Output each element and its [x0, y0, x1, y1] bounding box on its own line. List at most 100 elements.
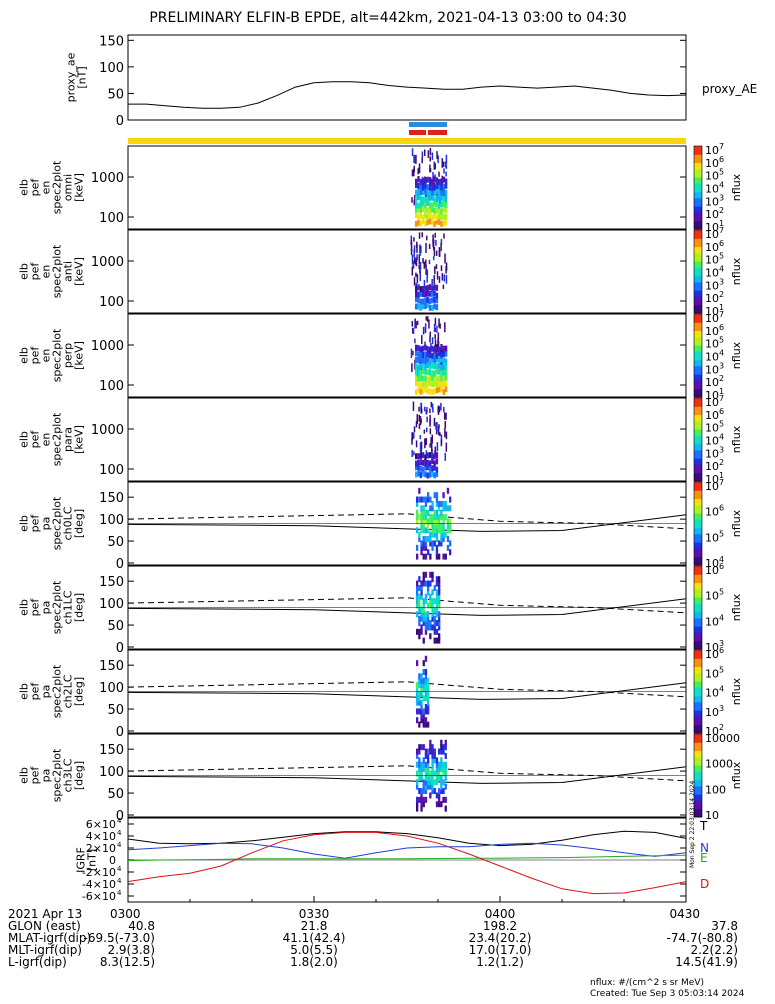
axis-label-line: spec2plot: [51, 160, 64, 214]
spectrogram-cell: [444, 783, 447, 790]
spectrogram-cell: [435, 500, 439, 507]
axis-label-line: en: [40, 265, 53, 279]
colorbar-segment: [694, 693, 702, 697]
spectrogram-cell: [428, 319, 430, 329]
colorbar-segment: [694, 349, 702, 352]
spectrogram-cell: [433, 518, 436, 525]
spectrogram-cell: [431, 602, 434, 609]
spectrogram-cell: [440, 536, 443, 543]
spectrogram-cell: [449, 522, 452, 529]
spectrogram-cell: [424, 285, 427, 292]
colorbar-segment: [694, 175, 702, 178]
colorbar-exponent: 4: [719, 265, 724, 274]
spectrogram-cell: [435, 593, 439, 600]
colorbar-segment: [694, 427, 702, 430]
colorbar-segment: [694, 736, 702, 739]
colorbar-segment: [694, 646, 702, 650]
colorbar-segment: [694, 244, 702, 248]
spectrogram-cell: [419, 452, 422, 459]
spectrogram-cell: [418, 766, 421, 773]
axis-label-line: pef: [29, 262, 42, 281]
colorbar-segment: [694, 191, 702, 195]
tick-label: 0: [116, 725, 124, 740]
colorbar-frame: [693, 733, 703, 818]
spectrogram-cell: [426, 214, 429, 221]
spectrogram-cell: [420, 505, 423, 512]
colorbar-segment: [694, 148, 702, 151]
axis-label-line: proxy_ae: [65, 52, 78, 102]
spectrogram-cell: [446, 522, 450, 529]
colorbar-segment: [694, 212, 702, 215]
colorbar-segment: [694, 572, 702, 575]
figure-title: PRELIMINARY ELFIN-B EPDE, alt=442km, 202…: [149, 10, 626, 26]
colorbar-segment: [694, 554, 702, 558]
spectrogram-cell: [424, 303, 427, 310]
colorbar-tick: 10: [705, 422, 719, 435]
colorbar-segment: [694, 595, 702, 598]
colorbar-exponent: 3: [719, 277, 724, 286]
spectrogram-cell: [429, 428, 432, 435]
spectrogram-cell: [424, 770, 428, 777]
colorbar-segment: [694, 592, 702, 596]
spectrogram-cell: [433, 584, 436, 591]
spectrogram-cell: [434, 232, 436, 238]
spectrogram-cell: [429, 496, 432, 503]
colorbar-segment: [694, 367, 702, 371]
spectrogram-cell: [440, 739, 443, 746]
colorbar-segment: [694, 146, 702, 149]
spectrogram-cell: [433, 464, 436, 471]
colorbar-segment: [694, 531, 702, 535]
time-tick-value: 23.4(20.2): [469, 931, 532, 945]
spectrogram-cell: [424, 783, 428, 790]
colorbar-segment: [694, 318, 702, 321]
spectrogram-cell: [435, 536, 439, 543]
spectrogram-cell: [433, 752, 436, 759]
spectrogram-cell: [422, 518, 425, 525]
spectrogram-cell: [410, 348, 413, 359]
colorbar-segment: [694, 722, 702, 726]
spectrogram-cell: [443, 274, 446, 282]
colorbar-segment: [694, 210, 702, 213]
spectrogram-cell: [433, 606, 436, 613]
spectrogram-cell: [428, 259, 431, 265]
spectrogram-cell: [435, 177, 439, 184]
tick-label: 50: [107, 787, 124, 802]
spectrogram-cell: [426, 407, 428, 414]
spectrogram-cell: [438, 500, 441, 507]
spectrogram-cell: [410, 241, 413, 252]
spectrogram-cell: [428, 304, 432, 311]
spectrogram-cell: [422, 505, 425, 512]
spectrogram-cell: [436, 325, 438, 333]
colorbar-segment: [694, 351, 702, 354]
spectrogram-cell: [440, 208, 443, 215]
colorbar-segment: [694, 695, 702, 699]
colorbar-segment: [694, 742, 702, 745]
spectrogram-cell: [424, 177, 427, 184]
spectrogram-cell: [424, 788, 428, 795]
spectrogram-cell: [413, 168, 415, 177]
spectrogram-cell: [444, 219, 448, 226]
spectrogram-cell: [419, 178, 422, 185]
spectrogram-cell: [422, 761, 425, 768]
spectrogram-cell: [420, 801, 423, 808]
spectrogram-cell: [426, 196, 429, 203]
colorbar-segment: [694, 150, 702, 153]
spectrogram-cell: [438, 761, 441, 768]
colorbar-segment: [694, 292, 702, 295]
spectrogram-cell: [429, 414, 431, 425]
colorbar-segment: [694, 156, 702, 159]
spectrogram-cell: [438, 540, 441, 547]
spectrogram-cell: [435, 576, 439, 583]
spectrogram-cell: [437, 338, 439, 348]
spectrogram-cell: [442, 195, 445, 202]
spectrogram-cell: [442, 761, 445, 768]
spectrogram-cell: [424, 344, 427, 351]
spectrogram-cell: [440, 439, 443, 447]
colorbar-segment: [694, 681, 702, 684]
spectrogram-cell: [435, 218, 439, 225]
spectrogram-cell: [440, 369, 443, 376]
spectrogram-cell: [431, 297, 434, 304]
